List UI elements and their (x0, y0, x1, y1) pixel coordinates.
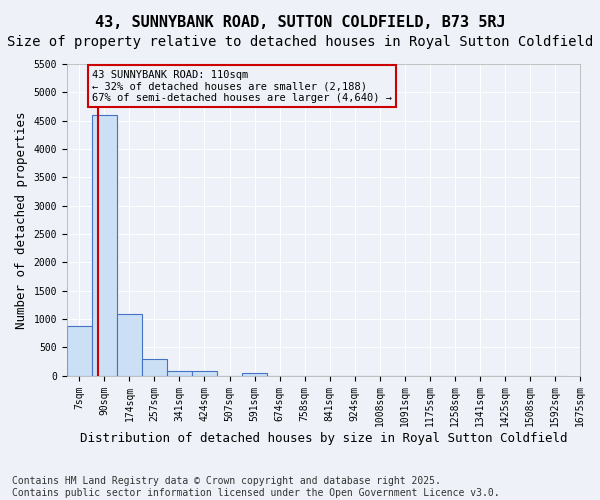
Bar (142, 359, 167, 376)
Text: Contains HM Land Registry data © Crown copyright and database right 2025.
Contai: Contains HM Land Registry data © Crown c… (12, 476, 500, 498)
Bar (242, 373, 267, 376)
Text: 43 SUNNYBANK ROAD: 110sqm
← 32% of detached houses are smaller (2,188)
67% of se: 43 SUNNYBANK ROAD: 110sqm ← 32% of detac… (92, 70, 392, 103)
Text: 43, SUNNYBANK ROAD, SUTTON COLDFIELD, B73 5RJ: 43, SUNNYBANK ROAD, SUTTON COLDFIELD, B7… (95, 15, 505, 30)
Bar (117, 314, 142, 376)
Y-axis label: Number of detached properties: Number of detached properties (15, 111, 28, 328)
Bar (67, 326, 92, 376)
X-axis label: Distribution of detached houses by size in Royal Sutton Coldfield: Distribution of detached houses by size … (80, 432, 567, 445)
Bar (167, 371, 192, 376)
Text: Size of property relative to detached houses in Royal Sutton Coldfield: Size of property relative to detached ho… (7, 35, 593, 49)
Bar (92, 115, 117, 376)
Bar (192, 371, 217, 376)
